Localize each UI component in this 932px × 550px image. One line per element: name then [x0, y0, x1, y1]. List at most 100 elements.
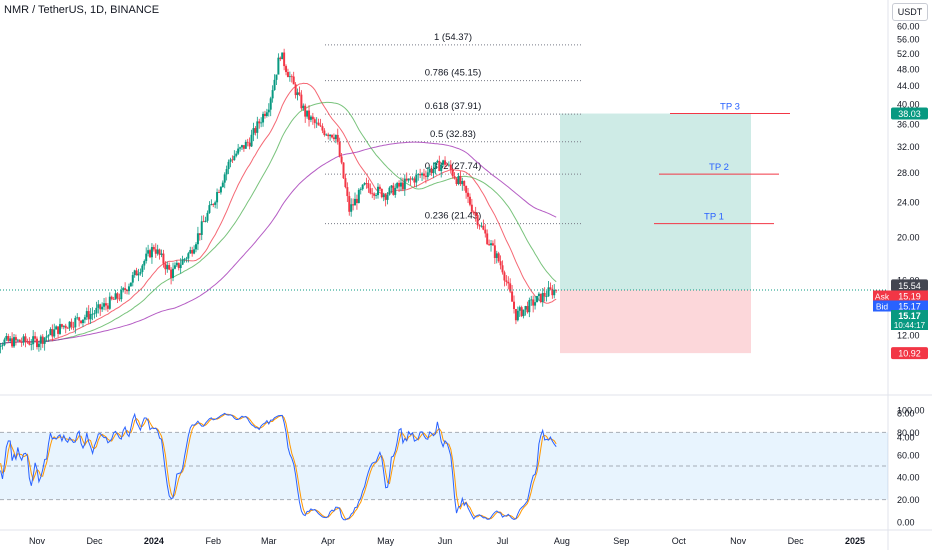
- candle-body: [225, 169, 228, 175]
- candle-body: [127, 286, 130, 292]
- candle-body: [145, 253, 148, 261]
- candle-body: [380, 189, 383, 198]
- price-tick-label: 20.00: [897, 232, 920, 242]
- candle-body: [114, 293, 117, 300]
- candle-body: [419, 174, 422, 176]
- candle-body: [501, 265, 504, 273]
- candle-body: [216, 192, 219, 203]
- bid-label-bg: [873, 300, 891, 312]
- time-tick-label: Jul: [497, 536, 509, 546]
- candle-body: [555, 289, 558, 291]
- candle-body: [493, 245, 496, 259]
- candle-body: [24, 336, 27, 342]
- candle-body: [300, 94, 303, 109]
- candle-body: [106, 305, 109, 309]
- candle-body: [411, 178, 414, 180]
- price-tag: 10.92: [898, 349, 921, 359]
- candle-body: [294, 84, 297, 96]
- oscillator-tick-label: 60.00: [897, 450, 920, 460]
- candle-body: [53, 329, 56, 337]
- time-tick-label: 2025: [845, 536, 865, 546]
- time-tick-label: Mar: [261, 536, 277, 546]
- candle-body: [196, 233, 199, 245]
- candle-body: [172, 268, 175, 279]
- candle-body: [0, 345, 2, 347]
- candle-body: [308, 110, 311, 120]
- price-tag-bg: [891, 347, 928, 360]
- candle-body: [386, 194, 389, 200]
- fib-level-label: 0.618 (37.91): [425, 101, 482, 112]
- fib-level-label: 0.786 (45.15): [425, 68, 482, 79]
- bid-value-bg: [891, 300, 928, 312]
- candle-body: [64, 325, 67, 328]
- time-tick-label: 2024: [144, 536, 164, 546]
- candle-body: [72, 326, 75, 328]
- candle-body: [378, 186, 381, 190]
- candle-body: [248, 142, 251, 147]
- candle-body: [445, 164, 448, 166]
- candle-body: [369, 188, 372, 194]
- candle-body: [532, 299, 535, 306]
- candle-body: [361, 184, 364, 190]
- last-price-countdown: 10:44:17: [894, 321, 926, 330]
- candle-body: [152, 247, 155, 250]
- candle-body: [126, 290, 129, 292]
- fib-level-label: 1 (54.37): [434, 32, 472, 43]
- time-tick-label: Nov: [730, 536, 747, 546]
- candle-body: [507, 281, 510, 284]
- candle-body: [455, 178, 458, 185]
- ask-label: Ask: [875, 292, 890, 302]
- candle-body: [275, 74, 278, 80]
- candle-body: [342, 162, 345, 179]
- candle-body: [74, 317, 77, 328]
- oscillator-tick-label: 100.00: [897, 406, 925, 416]
- candle-body: [158, 249, 161, 255]
- candle-body: [480, 225, 483, 227]
- candle-body: [78, 317, 81, 321]
- candle-body: [306, 110, 309, 117]
- candle-body: [14, 337, 17, 341]
- candle-body: [403, 178, 406, 190]
- candle-body: [474, 212, 477, 216]
- candle-body: [95, 307, 98, 314]
- candle-body: [135, 270, 138, 276]
- candle-body: [223, 174, 226, 183]
- candle-body: [256, 121, 259, 133]
- ask-value-bg: [891, 290, 928, 302]
- candle-body: [170, 269, 173, 279]
- candle-body: [193, 249, 196, 254]
- candle-body: [214, 202, 217, 205]
- candle-body: [478, 225, 481, 227]
- candle-body: [352, 204, 355, 206]
- price-tick-label: 12.00: [897, 331, 920, 341]
- candle-body: [413, 178, 416, 183]
- candle-body: [112, 299, 115, 300]
- candle-body: [396, 182, 399, 188]
- candle-body: [354, 198, 357, 206]
- candle-body: [524, 306, 527, 310]
- candle-body: [537, 293, 540, 297]
- candle-body: [409, 178, 412, 180]
- candle-body: [185, 258, 188, 260]
- candle-body: [32, 336, 35, 345]
- candle-body: [486, 233, 489, 245]
- candle-body: [285, 66, 288, 73]
- candle-body: [516, 310, 519, 321]
- time-tick-label: Oct: [672, 536, 687, 546]
- candle-body: [298, 92, 301, 95]
- currency-button[interactable]: USDT: [892, 3, 928, 21]
- candle-body: [497, 253, 500, 262]
- candle-body: [398, 182, 401, 187]
- candle-body: [539, 293, 542, 303]
- bid-label: Bid: [876, 302, 889, 312]
- candle-body: [514, 308, 517, 321]
- candle-body: [288, 76, 291, 78]
- candle-body: [108, 296, 111, 309]
- candle-body: [179, 264, 182, 269]
- candle-body: [49, 329, 52, 336]
- candle-body: [495, 253, 498, 259]
- candle-body: [407, 178, 410, 181]
- candle-body: [81, 319, 84, 324]
